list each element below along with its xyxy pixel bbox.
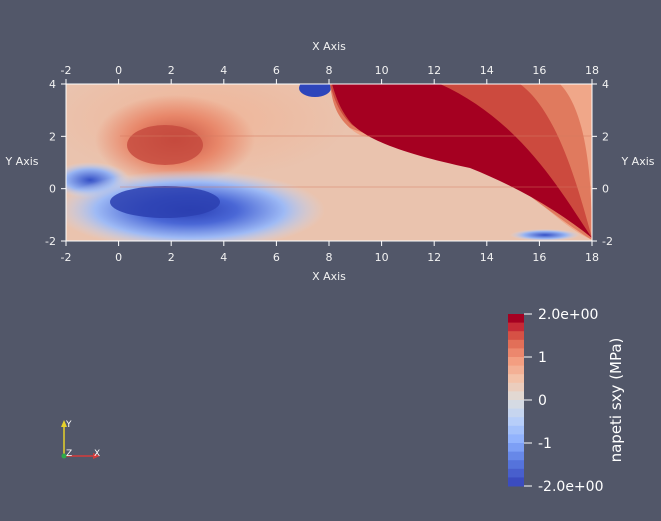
colorbar-band — [508, 400, 524, 410]
y-tick-label-right: 4 — [602, 78, 609, 91]
x-tick-label-bottom: 0 — [115, 251, 122, 264]
x-tick-label-top: 2 — [168, 64, 175, 77]
colorbar-band — [508, 417, 524, 427]
y-tick-label-left: 2 — [49, 130, 56, 143]
orientation-z-axis — [61, 453, 67, 459]
x-tick-label-bottom: 14 — [480, 251, 494, 264]
colorbar-band — [508, 357, 524, 367]
colorbar-tick-label: -2.0e+00 — [538, 479, 603, 495]
y-tick-label-right: 2 — [602, 130, 609, 143]
colorbar-band — [508, 443, 524, 453]
colorbar-tick-label: 2.0e+00 — [538, 307, 598, 323]
x-axis-title-top: X Axis — [312, 40, 346, 53]
colorbar-band — [508, 382, 524, 392]
y-tick-label-right: 0 — [602, 183, 609, 196]
y-tick-label-left: -2 — [45, 235, 56, 248]
x-tick-label-top: 18 — [585, 64, 599, 77]
x-tick-label-top: 0 — [115, 64, 122, 77]
colorbar-band — [508, 339, 524, 349]
y-tick-label-left: 4 — [49, 78, 56, 91]
colorbar-title: napeti sxy (MPa) — [607, 338, 625, 463]
x-tick-label-bottom: 6 — [273, 251, 280, 264]
colorbar-band — [508, 408, 524, 418]
colorbar-band — [508, 314, 524, 324]
x-tick-label-bottom: 18 — [585, 251, 599, 264]
y-tick-label-left: 0 — [49, 183, 56, 196]
colorbar-band — [508, 322, 524, 332]
orientation-x-arrow — [93, 453, 100, 459]
orientation-y-arrow — [61, 420, 67, 427]
x-axis-title-bottom: X Axis — [312, 270, 346, 283]
x-tick-label-bottom: 10 — [375, 251, 389, 264]
x-tick-label-top: -2 — [61, 64, 72, 77]
colorbar: 2.0e+00 1 0 -1 -2.0e+00 — [508, 307, 603, 495]
x-tick-label-top: 10 — [375, 64, 389, 77]
x-tick-label-top: 4 — [220, 64, 227, 77]
colorbar-band — [508, 348, 524, 358]
orientation-y-label: Y — [65, 420, 72, 430]
orientation-axes-widget: Y Z X — [61, 420, 100, 459]
colorbar-band — [508, 477, 524, 487]
x-tick-label-bottom: 12 — [427, 251, 441, 264]
colorbar-band — [508, 365, 524, 375]
colorbar-band — [508, 425, 524, 435]
x-tick-label-bottom: 2 — [168, 251, 175, 264]
x-tick-label-top: 8 — [326, 64, 333, 77]
x-tick-label-bottom: 16 — [532, 251, 546, 264]
y-tick-label-right: -2 — [602, 235, 613, 248]
colorbar-tick-label: -1 — [538, 436, 552, 452]
stress-field — [66, 84, 592, 241]
orientation-x-label: X — [94, 449, 100, 459]
colorbar-band — [508, 434, 524, 444]
x-tick-label-bottom: 4 — [220, 251, 227, 264]
y-axis-title-left: Y Axis — [4, 155, 38, 168]
orientation-z-label: Z — [66, 449, 72, 459]
x-tick-label-top: 6 — [273, 64, 280, 77]
x-tick-label-bottom: 8 — [326, 251, 333, 264]
colorbar-tick-label: 0 — [538, 393, 547, 409]
colorbar-band — [508, 451, 524, 461]
colorbar-tick-label: 1 — [538, 350, 547, 366]
y-axis-title-right: Y Axis — [620, 155, 654, 168]
colorbar-band — [508, 460, 524, 470]
colorbar-band — [508, 374, 524, 384]
x-tick-label-top: 14 — [480, 64, 494, 77]
x-tick-label-top: 16 — [532, 64, 546, 77]
x-tick-label-top: 12 — [427, 64, 441, 77]
colorbar-band — [508, 391, 524, 401]
x-tick-label-bottom: -2 — [61, 251, 72, 264]
colorbar-band — [508, 468, 524, 478]
colorbar-band — [508, 331, 524, 341]
